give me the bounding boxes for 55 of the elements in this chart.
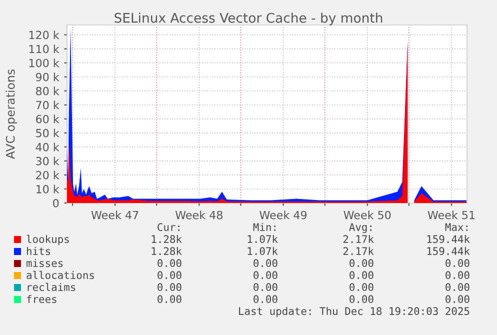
text: 0.00 [254, 259, 278, 268]
text: Avg: [349, 223, 372, 234]
x-tick-label: Week 47 [91, 210, 138, 220]
y-tick-label: 30 k [36, 156, 60, 166]
text: 0.00 [446, 295, 470, 304]
text: 2.17k [343, 234, 374, 243]
y-tick-label: 60 k [36, 114, 60, 124]
text: 0.00 [446, 259, 470, 268]
y-tick-label: 0 [53, 198, 59, 208]
x-tick-label: Week 48 [175, 210, 222, 220]
text: 0.00 [158, 283, 182, 292]
y-tick-label: 20 k [36, 170, 60, 180]
text: Min: [253, 222, 276, 231]
text: 0.00 [158, 271, 182, 280]
legend-label: lookups [26, 234, 69, 246]
y-axis-title: AVC operations [6, 69, 18, 160]
text: 0.00 [158, 259, 182, 268]
x-tick-label: Week 51 [428, 210, 475, 220]
y-tick-label: 90 k [36, 72, 60, 82]
legend-label: misses [26, 258, 63, 268]
text: 0.00 [350, 283, 374, 292]
y-tick-label: 80 k [36, 86, 60, 96]
text: 159.44k [427, 234, 470, 244]
text: Max: [445, 223, 468, 232]
text: 1.28k [152, 234, 182, 244]
x-tick-label: Week 49 [260, 210, 307, 220]
y-tick-label: 10 k [36, 184, 60, 194]
text: 1.07k [248, 246, 278, 256]
text: 1.28k [152, 246, 182, 256]
text: 0.00 [254, 271, 278, 280]
text: 0.00 [254, 295, 278, 304]
legend-label: frees [26, 294, 56, 304]
x-tick-label: Week 50 [344, 210, 391, 220]
text: 0.00 [446, 271, 470, 280]
text: Cur: [158, 223, 180, 232]
text: Last update: Thu Dec 18 19:20:03 2025 [239, 306, 470, 318]
text: 0.00 [350, 271, 374, 280]
y-tick-label: 100 k [29, 58, 60, 68]
legend-label: hits [26, 246, 50, 256]
text: 0.00 [350, 295, 374, 304]
text: 159.44k [427, 246, 470, 256]
text: 0.00 [446, 283, 470, 292]
text: 0.00 [350, 259, 374, 268]
y-tick-label: 120 k [29, 30, 60, 40]
text: 1.07k [248, 234, 278, 244]
y-tick-label: 70 k [36, 100, 60, 110]
y-tick-label: 40 k [36, 142, 60, 152]
y-tick-label: 50 k [36, 128, 60, 138]
legend-label: allocations [26, 270, 94, 280]
text: 2.17k [343, 246, 374, 255]
chart-title: SELinux Access Vector Cache - by month [114, 12, 382, 26]
y-tick-label: 110 k [29, 44, 60, 54]
text: 0.00 [254, 283, 278, 292]
text: 0.00 [158, 295, 182, 304]
legend-label: reclaims [28, 282, 76, 292]
